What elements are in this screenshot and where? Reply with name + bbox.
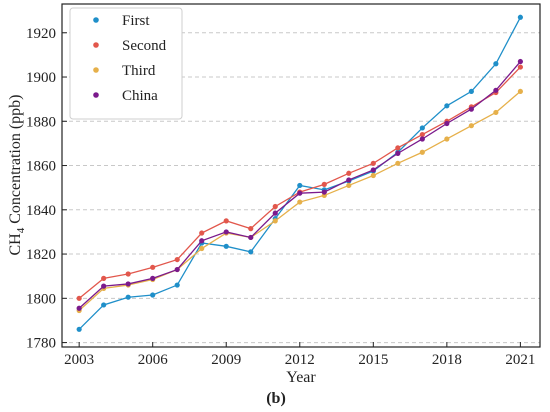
data-point-third-2011	[272, 218, 278, 224]
x-tick-label-2003: 2003	[64, 352, 94, 368]
data-point-second-2009	[223, 218, 229, 224]
data-point-first-2003	[76, 326, 82, 332]
data-point-third-2019	[468, 123, 474, 129]
data-point-china-2003	[76, 305, 82, 311]
data-point-first-2018	[444, 103, 450, 109]
data-point-first-2012	[297, 182, 303, 189]
data-point-china-2016	[395, 150, 401, 156]
legend-label-third: Third	[122, 63, 156, 79]
x-tick-label-2009: 2009	[211, 352, 241, 368]
data-point-china-2015	[370, 167, 376, 173]
x-tick-label-2018: 2018	[432, 352, 462, 368]
data-point-second-2021	[517, 64, 523, 70]
data-point-china-2017	[419, 136, 425, 142]
legend-box	[69, 7, 183, 120]
data-point-first-2017	[419, 125, 425, 131]
y-tick-label-1900: 1900	[26, 70, 56, 86]
data-point-second-2016	[395, 145, 401, 151]
y-axis-label: CH4 Concentration (ppb)	[7, 94, 27, 255]
data-point-first-2007	[174, 282, 180, 288]
series-third	[76, 88, 523, 314]
data-point-china-2005	[125, 281, 131, 287]
data-point-first-2006	[150, 292, 156, 298]
data-point-china-2013	[321, 189, 327, 195]
data-point-first-2004	[101, 302, 107, 308]
data-point-china-2010	[248, 234, 254, 241]
y-axis-label-rest: Concentration (ppb)	[7, 94, 24, 227]
data-point-second-2004	[101, 275, 107, 281]
data-point-china-2018	[444, 120, 450, 127]
y-tick-label-1820: 1820	[26, 247, 56, 263]
data-point-china-2009	[223, 229, 229, 235]
data-point-third-2016	[395, 160, 401, 166]
data-point-third-2014	[346, 182, 352, 189]
data-point-china-2021	[517, 58, 523, 65]
legend-marker-second	[93, 42, 99, 48]
data-point-first-2009	[223, 243, 229, 249]
data-point-china-2004	[101, 283, 107, 289]
x-tick-label-2006: 2006	[138, 352, 169, 368]
data-point-first-2020	[493, 61, 499, 67]
data-point-second-2013	[321, 181, 327, 187]
x-tick-label-2012: 2012	[285, 352, 315, 368]
figure-caption: (b)	[266, 390, 286, 407]
data-point-china-2008	[199, 238, 205, 244]
plot-frame	[61, 3, 541, 348]
data-point-second-2014	[346, 170, 352, 176]
legend-label-first: First	[122, 13, 150, 29]
data-point-third-2008	[199, 245, 205, 252]
data-point-second-2003	[76, 295, 82, 301]
data-point-second-2010	[248, 226, 254, 232]
y-tick-label-1780: 1780	[26, 336, 56, 352]
series-china	[76, 58, 523, 311]
y-tick-label-1880: 1880	[26, 114, 56, 130]
data-point-first-2005	[125, 294, 131, 300]
legend-label-second: Second	[122, 38, 167, 54]
y-tick-label-1860: 1860	[26, 159, 56, 175]
data-point-china-2020	[493, 87, 499, 93]
data-point-china-2014	[346, 177, 352, 183]
y-tick-label-1800: 1800	[26, 291, 56, 307]
data-point-third-2018	[444, 136, 450, 142]
data-point-second-2006	[150, 264, 156, 270]
data-point-third-2017	[419, 149, 425, 155]
y-tick-label-1920: 1920	[26, 26, 56, 42]
legend-items: First Second Third China	[93, 13, 167, 104]
data-point-second-2005	[125, 271, 131, 277]
data-point-third-2021	[517, 88, 523, 95]
data-point-second-2008	[199, 230, 205, 236]
y-axis-label-main: CH	[7, 233, 24, 256]
legend-marker-third	[93, 67, 99, 73]
x-axis-label: Year	[286, 369, 316, 386]
data-point-china-2019	[468, 106, 474, 112]
data-point-second-2015	[370, 160, 376, 166]
data-point-second-2011	[272, 203, 278, 210]
data-point-third-2020	[493, 109, 499, 116]
data-point-first-2019	[468, 88, 474, 95]
data-point-first-2010	[248, 249, 254, 255]
y-tick-label-1840: 1840	[26, 203, 56, 219]
series-layer	[76, 14, 523, 332]
data-point-third-2015	[370, 172, 376, 179]
data-point-china-2006	[150, 275, 156, 281]
data-point-first-2021	[517, 14, 523, 20]
legend: First Second Third China	[69, 7, 183, 120]
axis-ticks: 1780 1800 1820 1840 1860 1880 1900 1920 2003 2006…	[26, 26, 535, 368]
data-point-china-2011	[272, 210, 278, 216]
legend-marker-china	[93, 92, 99, 98]
data-point-second-2007	[174, 256, 180, 263]
x-tick-label-2021: 2021	[505, 352, 535, 368]
legend-label-china: China	[122, 88, 158, 104]
data-point-china-2012	[297, 190, 303, 196]
legend-marker-first	[93, 17, 99, 23]
x-tick-label-2015: 2015	[358, 352, 388, 368]
data-point-third-2012	[297, 199, 303, 205]
data-point-china-2007	[174, 266, 180, 273]
data-point-second-2017	[419, 131, 425, 138]
y-axis-label-subscript: 4	[15, 227, 27, 233]
